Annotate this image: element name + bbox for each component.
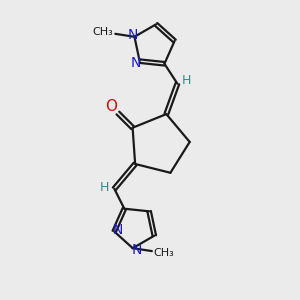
Text: CH₃: CH₃ [154,248,175,258]
Text: N: N [112,223,123,237]
Text: N: N [128,28,138,42]
Text: CH₃: CH₃ [93,27,113,38]
Text: H: H [182,74,191,87]
Text: N: N [131,56,141,70]
Text: O: O [105,99,117,114]
Text: H: H [99,181,109,194]
Text: N: N [132,243,142,256]
